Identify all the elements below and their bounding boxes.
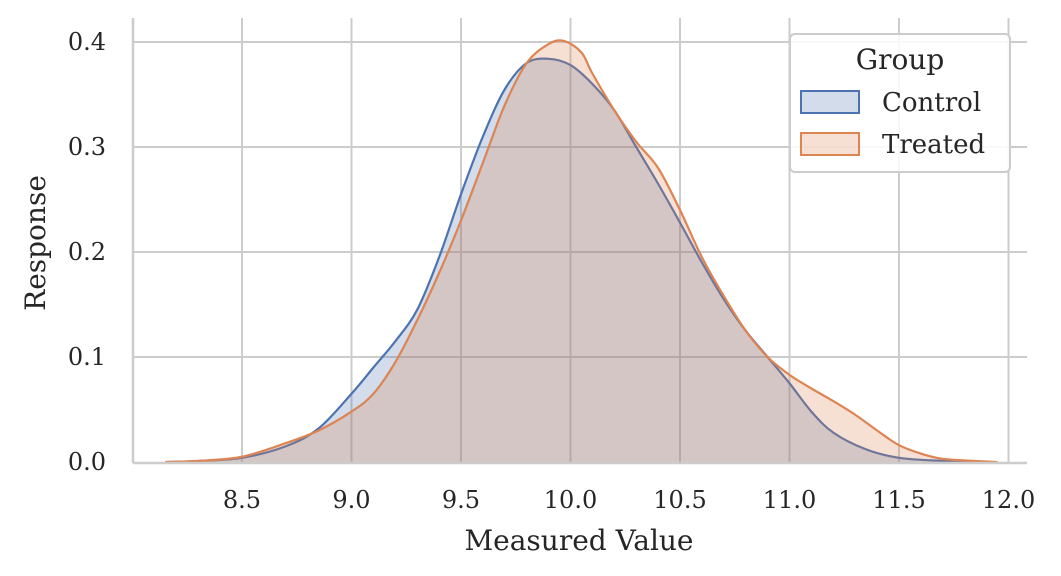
density-areas [165,39,998,464]
treated-density-line [165,39,998,464]
x-axis-label: Measured Value [464,524,693,557]
legend-title: Group [856,43,945,76]
x-tick-label: 9.0 [332,486,370,514]
x-tick-label: 10.5 [653,486,706,514]
legend: Group Control Treated [789,33,1011,173]
control-density-fill [165,58,976,462]
x-tick-label: 10.0 [544,486,597,514]
x-tick-label: 8.5 [223,486,261,514]
legend-item-control: Control [800,88,981,118]
y-tick-label: 0.2 [68,238,106,266]
y-tick-label: 0.0 [68,448,106,476]
y-tick-label: 0.1 [68,343,106,371]
legend-frame [789,33,1011,173]
legend-label-treated: Treated [882,130,985,160]
x-tick-label: 11.0 [763,486,816,514]
legend-swatch-control [800,90,860,114]
treated-density-fill [165,40,998,463]
x-tick-label: 9.5 [442,486,480,514]
y-tick-label: 0.4 [68,28,106,56]
tick-labels: 8.5 9.0 9.5 10.0 10.5 11.0 11.5 12.0 0.0 0.1 0.2 0.… [68,28,1035,514]
x-tick-label: 11.5 [872,486,925,514]
legend-item-treated: Treated [800,130,985,160]
y-axis-label: Response [19,175,52,311]
x-tick-label: 12.0 [982,486,1035,514]
y-tick-label: 0.3 [68,133,106,161]
control-density-line [165,57,976,464]
legend-label-control: Control [882,88,981,118]
axis-spines [131,18,1027,465]
legend-entries: Control Treated [800,88,985,160]
legend-swatch-treated [800,132,860,156]
